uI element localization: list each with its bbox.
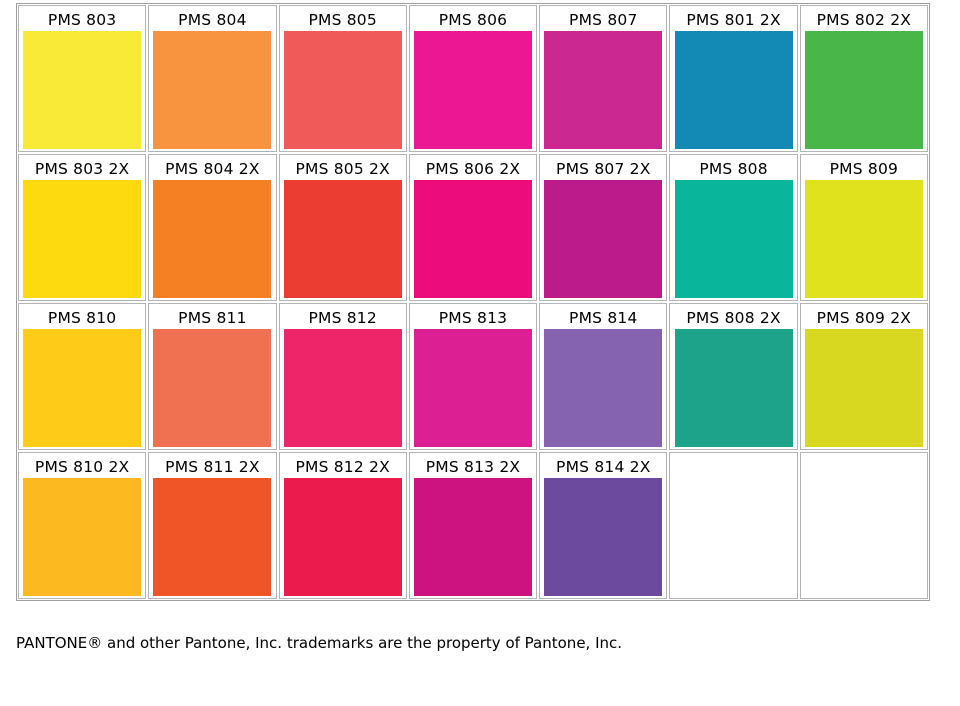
color-chip — [413, 31, 532, 149]
swatch-cell: PMS 812 — [278, 303, 407, 450]
swatch-cell: PMS 810 2X — [18, 452, 147, 599]
swatch-cell: PMS 806 2X — [408, 154, 538, 301]
color-chip — [544, 329, 663, 447]
swatch-label: PMS 805 2X — [295, 160, 390, 178]
trademark-note: PANTONE® and other Pantone, Inc. tradema… — [16, 634, 623, 652]
swatch-label: PMS 813 2X — [425, 458, 521, 476]
swatch-cell: PMS 811 — [148, 303, 277, 450]
swatch-cell: PMS 813 2X — [408, 452, 538, 599]
swatch-cell: PMS 805 — [278, 5, 407, 152]
color-chip — [283, 31, 402, 149]
color-chip — [544, 180, 663, 298]
swatch-cell: PMS 807 — [539, 5, 668, 152]
swatch-cell: PMS 808 2X — [669, 303, 798, 450]
swatch-cell: PMS 808 — [669, 154, 798, 301]
swatch-cell: PMS 802 2X — [799, 5, 928, 152]
swatch-label: PMS 801 2X — [686, 11, 781, 29]
color-chip — [544, 478, 663, 596]
swatch-label: PMS 807 — [569, 11, 638, 29]
color-chip — [674, 329, 793, 447]
swatch-label: PMS 811 2X — [165, 458, 260, 476]
color-chip — [804, 329, 923, 447]
swatch-label: PMS 807 2X — [556, 160, 651, 178]
color-chip — [23, 478, 142, 596]
swatch-cell: PMS 805 2X — [278, 154, 407, 301]
color-chip — [23, 180, 142, 298]
color-chip — [674, 31, 793, 149]
swatch-label: PMS 806 — [438, 11, 508, 29]
swatch-cell: PMS 807 2X — [539, 154, 668, 301]
color-chip — [283, 329, 402, 447]
swatch-cell: PMS 810 — [18, 303, 147, 450]
swatch-cell: PMS 806 — [408, 5, 538, 152]
swatch-cell: PMS 814 2X — [539, 452, 668, 599]
swatch-label: PMS 813 — [438, 309, 508, 327]
swatch-label: PMS 814 2X — [556, 458, 651, 476]
color-chip — [804, 31, 923, 149]
swatch-cell: PMS 809 2X — [799, 303, 928, 450]
swatch-table: PMS 803 PMS 804 PMS 805 PMS 806 PMS 807 PMS 8… — [16, 3, 930, 601]
swatch-label: PMS 814 — [569, 309, 638, 327]
swatch-label: PMS 808 — [699, 160, 768, 178]
swatch-label: PMS 804 2X — [165, 160, 260, 178]
swatch-cell: PMS 809 — [799, 154, 928, 301]
swatch-label: PMS 809 — [829, 160, 899, 178]
color-chip — [283, 478, 402, 596]
swatch-label: PMS 812 — [308, 309, 377, 327]
color-chip — [804, 180, 923, 298]
color-chip — [153, 329, 272, 447]
color-chip — [413, 478, 532, 596]
swatch-cell: PMS 803 2X — [18, 154, 147, 301]
swatch-cell: PMS 804 — [148, 5, 277, 152]
swatch-label: PMS 804 — [178, 11, 247, 29]
color-chip — [283, 180, 402, 298]
color-chip — [544, 31, 663, 149]
empty-cell — [799, 452, 928, 599]
swatch-label: PMS 809 2X — [816, 309, 912, 327]
swatch-label: PMS 812 2X — [295, 458, 390, 476]
swatch-label: PMS 810 2X — [34, 458, 130, 476]
swatch-label: PMS 810 — [47, 309, 117, 327]
swatch-cell: PMS 811 2X — [148, 452, 277, 599]
color-chip — [413, 329, 532, 447]
swatch-label: PMS 806 2X — [425, 160, 521, 178]
color-chip — [23, 329, 142, 447]
color-chip — [153, 180, 272, 298]
swatch-cell: PMS 813 — [408, 303, 538, 450]
swatch-label: PMS 808 2X — [686, 309, 781, 327]
swatch-cell: PMS 812 2X — [278, 452, 407, 599]
color-chip — [153, 31, 272, 149]
color-chip — [413, 180, 532, 298]
color-chip — [23, 31, 142, 149]
swatch-cell: PMS 804 2X — [148, 154, 277, 301]
swatch-label: PMS 802 2X — [816, 11, 912, 29]
swatch-label: PMS 805 — [308, 11, 377, 29]
empty-cell — [669, 452, 798, 599]
swatch-cell: PMS 803 — [18, 5, 147, 152]
swatch-cell: PMS 814 — [539, 303, 668, 450]
swatch-label: PMS 803 2X — [34, 160, 130, 178]
swatch-label: PMS 803 — [47, 11, 117, 29]
swatch-cell: PMS 801 2X — [669, 5, 798, 152]
color-chip — [153, 478, 272, 596]
color-chip — [674, 180, 793, 298]
swatch-label: PMS 811 — [178, 309, 247, 327]
